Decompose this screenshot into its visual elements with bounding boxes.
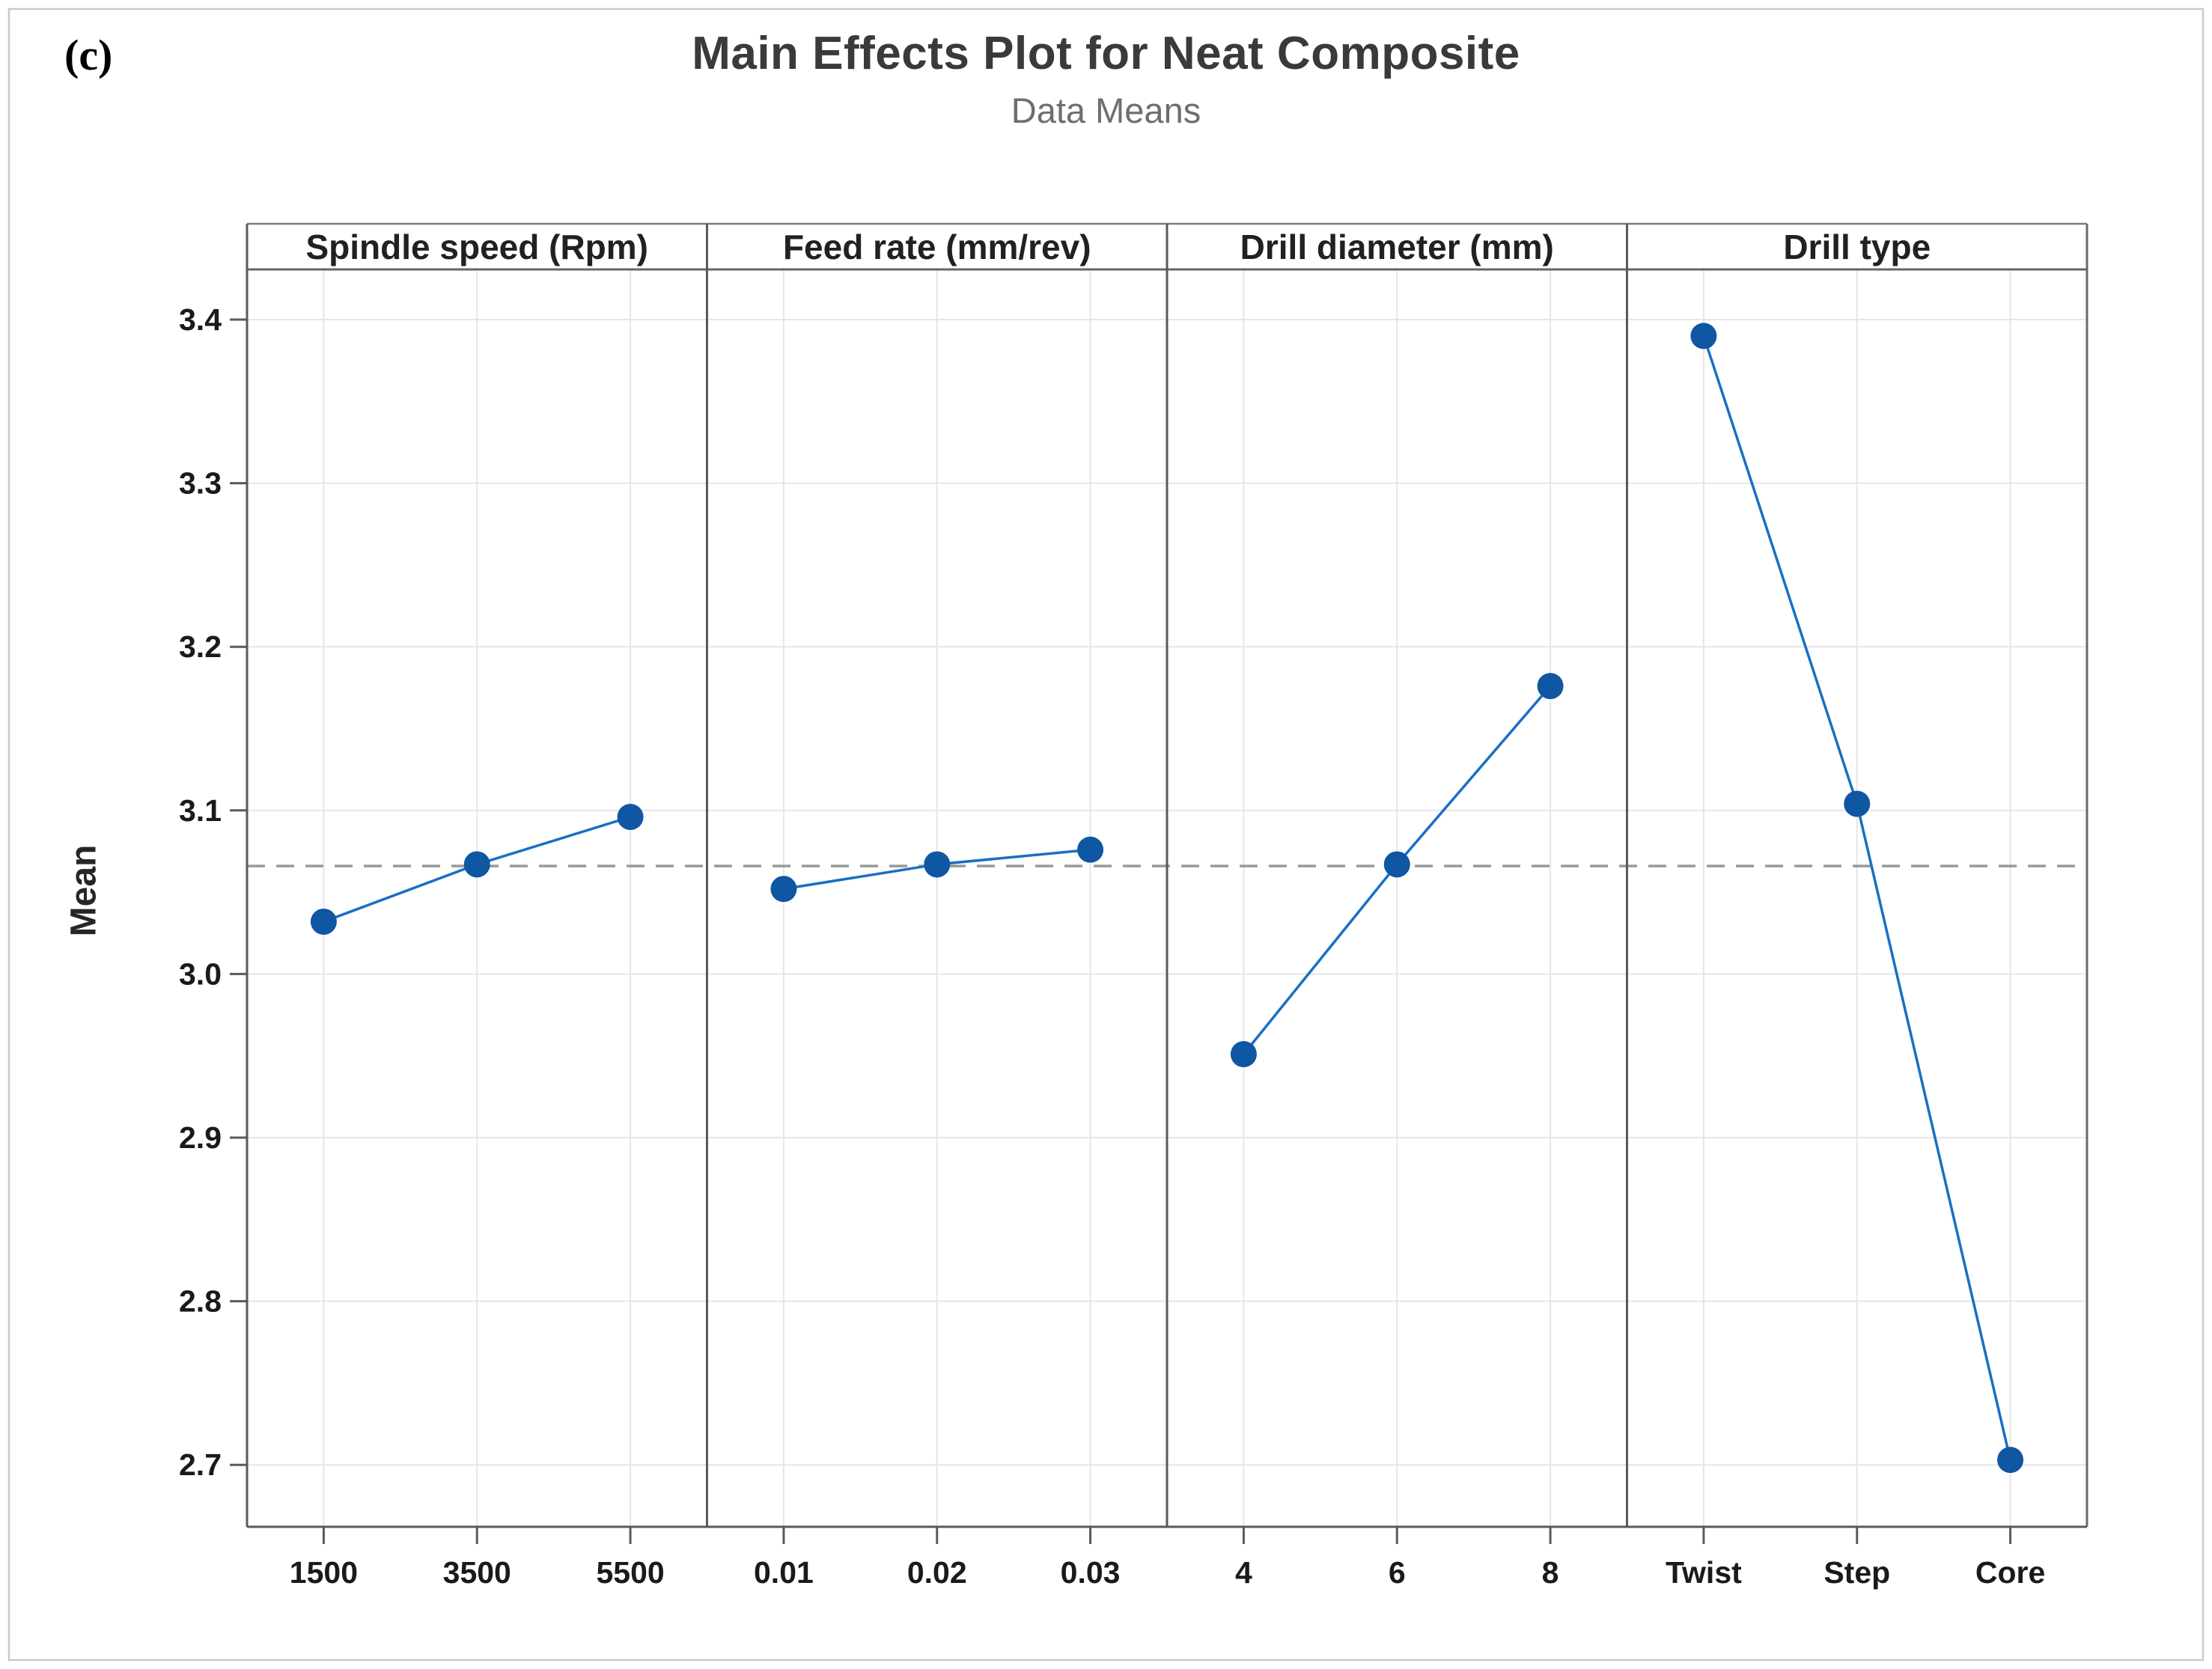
y-tick-label: 2.9 — [179, 1120, 222, 1155]
data-point-marker — [617, 804, 644, 831]
data-point-marker — [924, 851, 951, 878]
data-point-marker — [1997, 1447, 2024, 1474]
y-tick-label: 3.1 — [179, 793, 222, 828]
x-tick-label: Step — [1823, 1555, 1890, 1590]
x-tick-label: 3500 — [443, 1555, 511, 1590]
y-tick-label: 3.2 — [179, 629, 222, 664]
panel-header-label: Spindle speed (Rpm) — [306, 228, 648, 266]
x-tick-label: Twist — [1666, 1555, 1742, 1590]
panel-header-label: Drill type — [1783, 228, 1931, 266]
data-point-marker — [463, 851, 490, 878]
x-tick-label: 8 — [1542, 1555, 1559, 1590]
data-point-marker — [310, 908, 337, 935]
x-tick-label: 5500 — [596, 1555, 664, 1590]
x-tick-label: 4 — [1235, 1555, 1252, 1590]
x-tick-label: 0.01 — [754, 1555, 814, 1590]
y-tick-label: 2.8 — [179, 1284, 222, 1319]
data-point-marker — [770, 876, 797, 903]
data-point-marker — [1077, 836, 1104, 863]
panel-header-label: Drill diameter (mm) — [1240, 228, 1554, 266]
data-point-marker — [1383, 851, 1410, 878]
chart-title: Main Effects Plot for Neat Composite — [692, 28, 1520, 79]
data-point-marker — [1690, 323, 1717, 350]
x-tick-label: Core — [1975, 1555, 2045, 1590]
y-tick-label: 3.3 — [179, 466, 222, 501]
x-tick-label: 0.03 — [1061, 1555, 1121, 1590]
data-point-marker — [1537, 673, 1564, 700]
y-tick-label: 2.7 — [179, 1447, 222, 1482]
x-tick-label: 0.02 — [907, 1555, 967, 1590]
data-point-marker — [1230, 1041, 1257, 1068]
figure-corner-label: (c) — [64, 31, 113, 79]
x-tick-label: 6 — [1389, 1555, 1406, 1590]
panel-header-label: Feed rate (mm/rev) — [783, 228, 1091, 266]
chart-subtitle: Data Means — [1011, 91, 1201, 130]
y-tick-label: 3.0 — [179, 956, 222, 991]
data-point-marker — [1844, 790, 1871, 817]
y-tick-label: 3.4 — [179, 302, 222, 337]
figure-border — [7, 7, 2205, 1662]
x-tick-label: 1500 — [290, 1555, 358, 1590]
